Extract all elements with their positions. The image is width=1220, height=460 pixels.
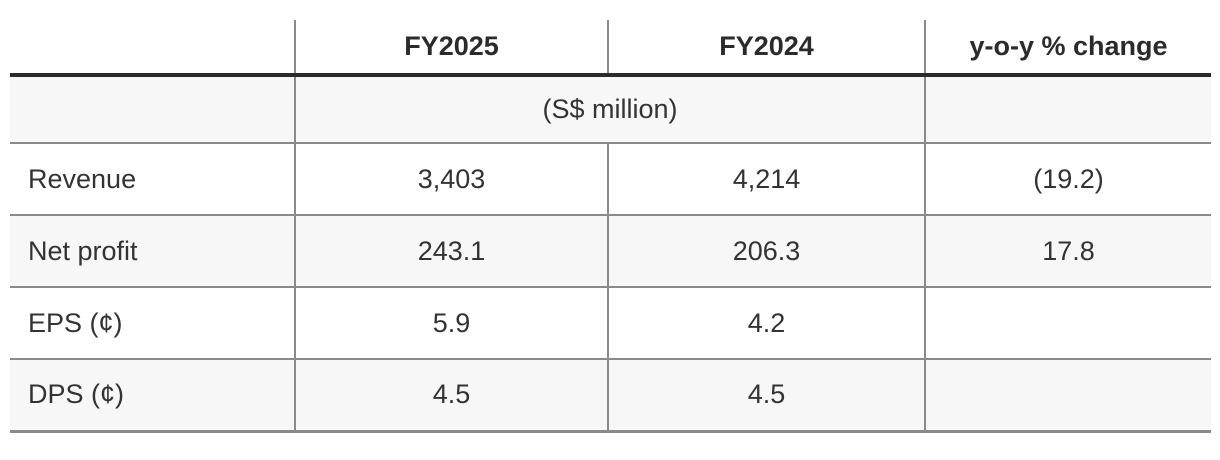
cell-fy2024: 4.5: [607, 359, 925, 433]
cell-fy2024: 4.2: [607, 287, 925, 360]
cell-fy2024: 206.3: [607, 215, 925, 288]
unit-row-yoy-cell: [924, 75, 1211, 144]
cell-yoy: [924, 359, 1211, 433]
cell-fy2025: 4.5: [294, 359, 608, 433]
cell-yoy: (19.2): [924, 143, 1211, 216]
table-row-net-profit: Net profit 243.1 206.3 17.8: [10, 215, 1211, 288]
cell-yoy: 17.8: [924, 215, 1211, 288]
table-row-dps: DPS (¢) 4.5 4.5: [10, 359, 1211, 433]
unit-row-label-cell: [10, 75, 295, 144]
header-cell-yoy-change: y-o-y % change: [924, 20, 1211, 77]
table-row-eps: EPS (¢) 5.9 4.2: [10, 287, 1211, 360]
unit-row: (S$ million): [10, 75, 1211, 144]
cell-fy2025: 5.9: [294, 287, 608, 360]
header-cell-empty: [10, 20, 295, 77]
row-label: Revenue: [10, 143, 295, 216]
header-cell-fy2025: FY2025: [294, 20, 608, 77]
row-label: Net profit: [10, 215, 295, 288]
cell-fy2025: 3,403: [294, 143, 608, 216]
financial-results-section: FY2025 FY2024 y-o-y % change (S$ million…: [10, 20, 1211, 433]
table-row-revenue: Revenue 3,403 4,214 (19.2): [10, 143, 1211, 216]
header-row: FY2025 FY2024 y-o-y % change: [10, 20, 1211, 77]
cell-yoy: [924, 287, 1211, 360]
unit-label-cell: (S$ million): [294, 75, 925, 144]
header-cell-fy2024: FY2024: [607, 20, 925, 77]
financial-results-table: FY2025 FY2024 y-o-y % change (S$ million…: [10, 20, 1211, 433]
row-label: DPS (¢): [10, 359, 295, 433]
cell-fy2024: 4,214: [607, 143, 925, 216]
row-label: EPS (¢): [10, 287, 295, 360]
cell-fy2025: 243.1: [294, 215, 608, 288]
